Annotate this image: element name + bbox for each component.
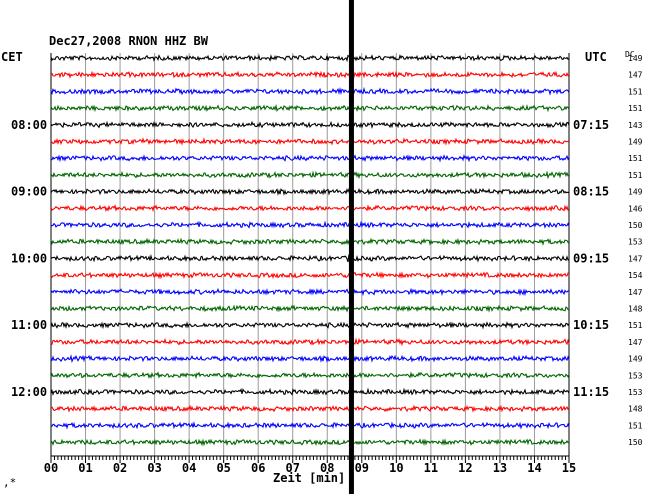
utc-hour-label: 07:15	[573, 118, 609, 132]
x-tick-label: 09	[355, 461, 369, 475]
x-axis-label: Zeit [min]	[273, 471, 345, 485]
dc-value: 147	[628, 338, 643, 347]
dc-label: DC	[625, 50, 635, 59]
corner-mark: ,*	[3, 476, 16, 489]
trace-line	[50, 387, 570, 396]
dc-value: 151	[628, 104, 643, 113]
dc-value: 153	[628, 371, 643, 380]
dc-value: 149	[628, 138, 643, 147]
x-axis: 00 01 02 03 04 05 06 07 08 09 10 11 12 13 14 15	[44, 455, 576, 475]
trace-line	[50, 321, 570, 330]
trace-line	[50, 287, 570, 297]
dc-value: 147	[628, 288, 643, 297]
trace-line	[50, 371, 570, 380]
trace-group: 149 147 151 151 143 149 151 151 149 146 150 153 147 1…	[50, 53, 643, 447]
trace-line	[50, 220, 570, 229]
dc-value: 148	[628, 305, 643, 314]
dc-value: 143	[628, 121, 643, 130]
dc-value: 150	[628, 438, 643, 447]
trace-line	[50, 404, 570, 413]
dc-value: 147	[628, 71, 643, 80]
grid-lines	[50, 53, 570, 456]
x-tick-label: 05	[216, 461, 230, 475]
trace-line	[50, 304, 570, 313]
dc-value: 149	[628, 355, 643, 364]
dc-value: 149	[628, 54, 643, 63]
trace-line	[50, 237, 570, 246]
trace-line	[51, 420, 570, 430]
x-tick-label: 03	[147, 461, 161, 475]
trace-line	[50, 120, 570, 130]
trace-line	[50, 438, 570, 447]
x-tick-label: 02	[113, 461, 127, 475]
x-tick-label: 12	[458, 461, 472, 475]
time-labels: 08:00 07:15 09:00 08:15 10:00 09:15 11:00 10:15…	[11, 118, 609, 399]
x-tick-label: 04	[182, 461, 196, 475]
x-tick-label: 15	[562, 461, 576, 475]
trace-line	[50, 354, 570, 363]
x-tick-label: 00	[44, 461, 58, 475]
utc-hour-label: 10:15	[573, 318, 609, 332]
x-tick-label: 08	[320, 461, 334, 475]
trace-line	[50, 70, 570, 79]
x-tick-label: 10	[389, 461, 403, 475]
dc-value: 151	[628, 154, 643, 163]
dc-value: 153	[628, 388, 643, 397]
dc-value: 151	[628, 87, 643, 96]
dc-value: 147	[628, 254, 643, 263]
trace-line	[50, 53, 570, 63]
dc-value: 151	[628, 171, 643, 180]
x-tick-label: 07	[286, 461, 300, 475]
cet-hour-label: 11:00	[11, 318, 47, 332]
chart-title: Dec27,2008 RNON HHZ BW	[49, 34, 209, 48]
dc-value: 151	[628, 321, 643, 330]
utc-axis-label: UTC	[585, 50, 607, 64]
cet-hour-label: 12:00	[11, 385, 47, 399]
x-tick-label: 11	[424, 461, 438, 475]
trace-line	[50, 154, 570, 163]
dc-value: 146	[628, 204, 643, 213]
x-tick-label: 01	[78, 461, 92, 475]
trace-line	[50, 187, 570, 196]
x-tick-label: 13	[493, 461, 507, 475]
utc-hour-label: 08:15	[573, 185, 609, 199]
cet-hour-label: 09:00	[11, 185, 47, 199]
dc-value: 153	[628, 238, 643, 247]
dc-value: 151	[628, 421, 643, 430]
x-tick-label: 06	[251, 461, 265, 475]
trace-line	[50, 103, 570, 113]
trace-line	[50, 337, 570, 347]
trace-line	[50, 252, 570, 263]
dc-value: 154	[628, 271, 643, 280]
trace-line	[50, 170, 570, 180]
trace-line	[50, 86, 570, 96]
cet-axis-label: CET	[1, 50, 23, 64]
cet-hour-label: 10:00	[11, 251, 47, 265]
dc-value: 148	[628, 405, 643, 414]
dc-value: 149	[628, 188, 643, 197]
trace-line	[50, 270, 570, 280]
dc-value: 150	[628, 221, 643, 230]
utc-hour-label: 09:15	[573, 251, 609, 265]
cet-hour-label: 08:00	[11, 118, 47, 132]
trace-line	[50, 137, 570, 146]
trace-line	[50, 204, 570, 213]
utc-hour-label: 11:15	[573, 385, 609, 399]
x-tick-label: 14	[527, 461, 541, 475]
